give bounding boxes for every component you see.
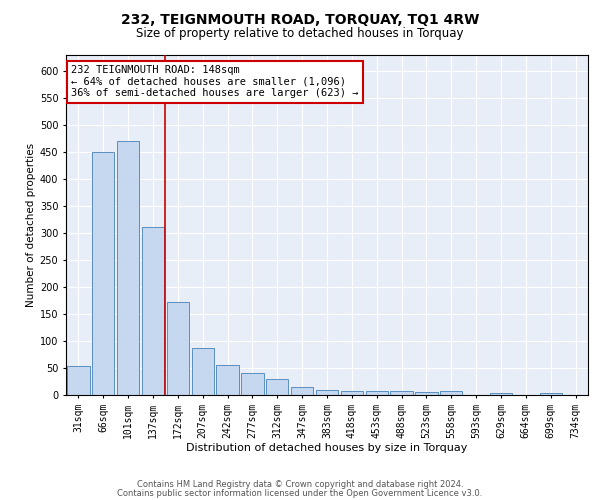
Bar [415, 392, 437, 395]
Bar [316, 390, 338, 395]
Text: 232, TEIGNMOUTH ROAD, TORQUAY, TQ1 4RW: 232, TEIGNMOUTH ROAD, TORQUAY, TQ1 4RW [121, 12, 479, 26]
Bar [391, 391, 413, 395]
Bar [490, 394, 512, 395]
Bar [365, 390, 388, 395]
Bar [266, 379, 289, 395]
Text: Size of property relative to detached houses in Torquay: Size of property relative to detached ho… [136, 28, 464, 40]
Bar [291, 387, 313, 395]
Bar [191, 348, 214, 395]
Text: Contains public sector information licensed under the Open Government Licence v3: Contains public sector information licen… [118, 489, 482, 498]
X-axis label: Distribution of detached houses by size in Torquay: Distribution of detached houses by size … [187, 444, 467, 454]
Bar [539, 394, 562, 395]
Text: Contains HM Land Registry data © Crown copyright and database right 2024.: Contains HM Land Registry data © Crown c… [137, 480, 463, 489]
Bar [167, 302, 189, 395]
Bar [117, 142, 139, 395]
Bar [217, 366, 239, 395]
Bar [67, 366, 89, 395]
Bar [440, 390, 463, 395]
Bar [142, 226, 164, 395]
Bar [241, 374, 263, 395]
Y-axis label: Number of detached properties: Number of detached properties [26, 143, 35, 307]
Bar [92, 152, 115, 395]
Bar [341, 390, 363, 395]
Text: 232 TEIGNMOUTH ROAD: 148sqm
← 64% of detached houses are smaller (1,096)
36% of : 232 TEIGNMOUTH ROAD: 148sqm ← 64% of det… [71, 65, 359, 98]
